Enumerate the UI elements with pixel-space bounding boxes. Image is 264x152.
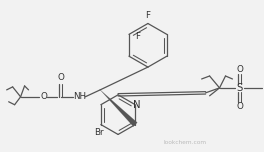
Text: NH: NH (73, 92, 86, 101)
Text: lookchem.com: lookchem.com (163, 140, 206, 145)
Text: O: O (237, 65, 243, 74)
Text: O: O (58, 73, 64, 83)
Text: Br: Br (94, 128, 104, 137)
Text: S: S (236, 83, 243, 93)
Text: F: F (145, 11, 150, 20)
Text: O: O (40, 92, 47, 101)
Text: O: O (237, 102, 243, 111)
Text: F: F (135, 32, 140, 41)
Polygon shape (100, 90, 137, 126)
Text: N: N (134, 100, 141, 110)
